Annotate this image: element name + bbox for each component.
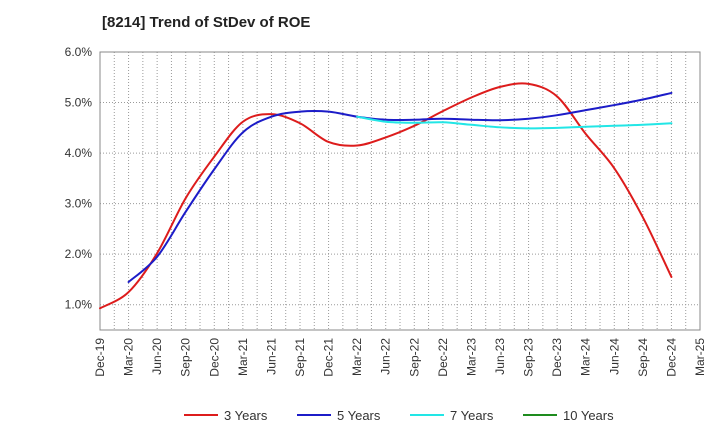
x-tick-label: Mar-24 [579, 338, 593, 376]
x-tick-label: Sep-22 [407, 338, 421, 377]
x-tick-label: Mar-20 [122, 338, 136, 376]
grid-lines [99, 51, 701, 330]
x-tick-label: Mar-21 [236, 338, 250, 376]
legend-label-5-years: 5 Years [337, 408, 381, 423]
x-tick-label: Jun-24 [607, 338, 621, 375]
y-tick-label: 6.0% [65, 45, 93, 59]
y-tick-label: 2.0% [65, 247, 93, 261]
axes: 1.0% 2.0% 3.0% 4.0% 5.0% 6.0% Dec-19 Mar-20 Jun-… [65, 45, 707, 377]
x-tick-label: Dec-19 [93, 338, 107, 377]
x-tick-label: Dec-21 [322, 338, 336, 377]
y-tick-label: 4.0% [65, 146, 93, 160]
x-tick-label: Dec-20 [207, 338, 221, 377]
x-tick-label: Dec-23 [550, 338, 564, 377]
series-line-7-years [356, 115, 673, 130]
x-tick-label: Dec-24 [664, 338, 678, 377]
x-tick-label: Sep-23 [522, 338, 536, 377]
x-tick-label: Jun-23 [493, 338, 507, 375]
series-line-5-years [127, 91, 673, 283]
x-tick-label: Jun-22 [379, 338, 393, 375]
x-tick-label: Mar-22 [350, 338, 364, 376]
y-tick-label: 5.0% [65, 96, 93, 110]
legend-label-7-years: 7 Years [450, 408, 494, 423]
x-tick-label: Mar-23 [464, 338, 478, 376]
legend: 3 Years 5 Years 7 Years 10 Years [184, 408, 614, 423]
x-tick-label: Jun-21 [264, 338, 278, 375]
x-tick-label: Sep-20 [179, 338, 193, 377]
chart-title: [8214] Trend of StDev of ROE [102, 14, 311, 31]
legend-label-10-years: 10 Years [563, 408, 614, 423]
legend-label-3-years: 3 Years [224, 408, 268, 423]
x-tick-label: Jun-20 [150, 338, 164, 375]
y-tick-label: 3.0% [65, 197, 93, 211]
x-tick-label: Dec-22 [436, 338, 450, 377]
y-tick-label: 1.0% [65, 298, 93, 312]
x-tick-label: Sep-21 [293, 338, 307, 377]
x-tick-label: Mar-25 [693, 338, 707, 376]
series-lines [99, 82, 673, 310]
plot-area-border [99, 51, 701, 331]
x-tick-label: Sep-24 [636, 338, 650, 377]
